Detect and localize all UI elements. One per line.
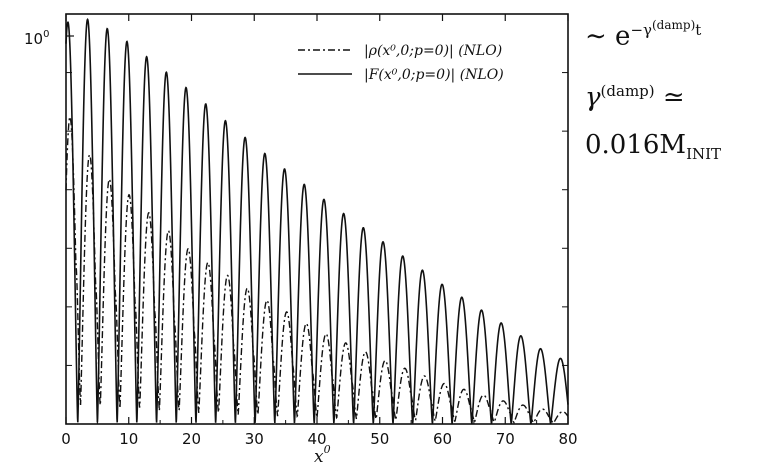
series-rho-line — [65, 116, 569, 425]
x-axis-label-base: x — [314, 447, 324, 467]
x-tick-label: 50 — [370, 430, 389, 448]
x-tick-label: 40 — [307, 430, 326, 448]
x-tick-label: 20 — [182, 430, 201, 448]
x-tick-label: 0 — [61, 430, 71, 448]
approx-symbol: ≃ — [662, 82, 685, 113]
decay-exp-sup: (damp) — [651, 18, 696, 32]
y-tick-label: 100 — [24, 29, 49, 48]
x-axis-label-sup: 0 — [324, 443, 331, 456]
y-tick-exp: 0 — [43, 29, 49, 40]
x-tick-label: 80 — [558, 430, 577, 448]
decay-prefix: ∼ e — [585, 21, 631, 52]
gamma-value-sub: INIT — [686, 145, 722, 164]
gamma-value: 0.016M — [585, 130, 687, 160]
x-tick-label: 30 — [245, 430, 264, 448]
axis-labels: x0 — [314, 443, 331, 467]
x-tick-label: 70 — [496, 430, 515, 448]
legend-F-label: |F(x⁰,0;p=0)| (NLO) — [364, 67, 504, 83]
decay-exp-post: t — [695, 21, 702, 39]
legend: |ρ(x⁰,0;p=0)| (NLO) |F(x⁰,0;p=0)| (NLO) — [298, 43, 504, 83]
x-tick-label: 60 — [433, 430, 452, 448]
x-tick-label: 10 — [119, 430, 138, 448]
y-tick-base: 10 — [24, 30, 43, 48]
decay-exp-pre: −γ — [630, 21, 652, 39]
gamma-symbol: γ — [585, 82, 601, 113]
series-F-line — [65, 17, 569, 424]
decay-formula: ∼ e−γ(damp)t — [585, 18, 701, 52]
x-axis-label: x0 — [314, 443, 331, 467]
gamma-damp-value: 0.016MINIT — [585, 130, 721, 163]
series-layer — [65, 17, 569, 425]
gamma-damp-relation: γ(damp) ≃ — [585, 82, 685, 113]
legend-rho-label: |ρ(x⁰,0;p=0)| (NLO) — [364, 43, 502, 59]
gamma-sup: (damp) — [600, 82, 655, 100]
